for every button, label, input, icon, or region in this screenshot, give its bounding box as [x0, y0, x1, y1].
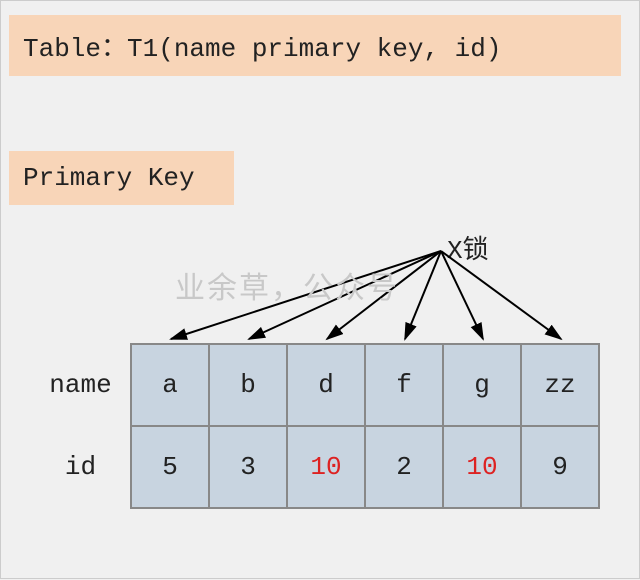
primary-key-text: Primary Key — [23, 163, 195, 193]
watermark: 业余草，公众号 — [175, 263, 399, 307]
name-cell: b — [209, 344, 287, 426]
table-title-text: Table：T1(name primary key, id) — [23, 34, 501, 64]
data-table: nameabdfgzzid53102109 — [31, 343, 600, 509]
id-cell: 10 — [443, 426, 521, 508]
row-label-name: name — [31, 344, 131, 426]
name-cell: a — [131, 344, 209, 426]
name-cell: d — [287, 344, 365, 426]
name-cell: g — [443, 344, 521, 426]
id-cell: 5 — [131, 426, 209, 508]
id-cell: 2 — [365, 426, 443, 508]
data-table-wrap: nameabdfgzzid53102109 — [31, 343, 600, 509]
id-cell: 10 — [287, 426, 365, 508]
id-cell: 3 — [209, 426, 287, 508]
primary-key-banner: Primary Key — [9, 151, 234, 205]
row-label-id: id — [31, 426, 131, 508]
id-cell: 9 — [521, 426, 599, 508]
table-title-banner: Table：T1(name primary key, id) — [9, 15, 621, 76]
name-cell: f — [365, 344, 443, 426]
name-cell: zz — [521, 344, 599, 426]
xlock-label: X锁 — [447, 229, 489, 266]
